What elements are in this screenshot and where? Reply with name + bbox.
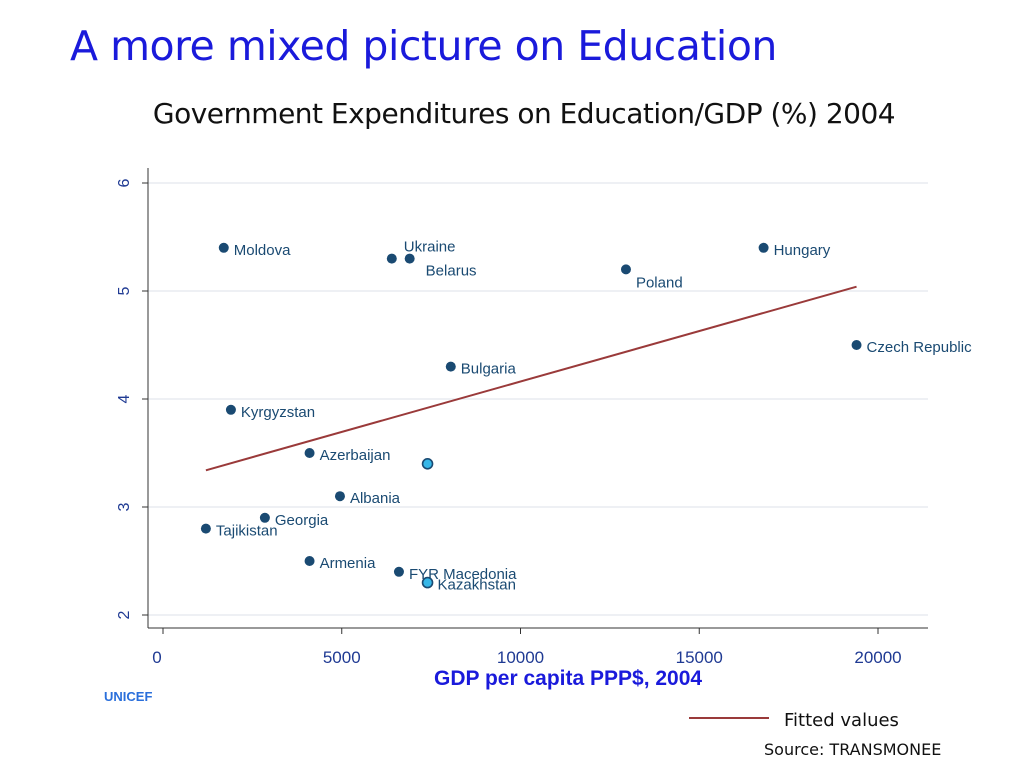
x-tick-label-15000: 15000 [676, 648, 723, 667]
point-label-bulgaria: Bulgaria [461, 361, 517, 378]
legend-line-swatch [689, 717, 769, 719]
point-label-albania: Albania [350, 490, 401, 507]
fitted-values-line [205, 285, 857, 472]
data-point-belarus [404, 253, 415, 264]
point-label-armenia: Armenia [320, 555, 377, 572]
point-label-belarus: Belarus [426, 263, 477, 280]
y-tick-label-6: 6 [116, 178, 133, 187]
data-point-fyr-macedonia [393, 566, 404, 577]
point-label-kyrgyzstan: Kyrgyzstan [241, 404, 315, 421]
data-point-kyrgyzstan [225, 404, 236, 415]
point-label-azerbaijan: Azerbaijan [320, 447, 391, 464]
source-note: Source: TRANSMONEE [764, 740, 942, 759]
point-label-fyr-macedonia: FYR Macedonia [409, 566, 517, 583]
y-tick-label-5: 5 [116, 286, 133, 295]
point-label-hungary: Hungary [774, 242, 831, 259]
x-tick-label-10000: 10000 [497, 648, 544, 667]
y-tick-label-3: 3 [116, 502, 133, 511]
grid-lines [148, 182, 928, 616]
y-tick-label-2: 2 [116, 610, 133, 619]
point-label-kazakhstan: Kazakhstan [438, 577, 516, 594]
data-point-ukraine [386, 253, 397, 264]
data-points [200, 242, 862, 589]
unicef-label: UNICEF [104, 689, 153, 704]
data-point-poland [620, 264, 631, 275]
x-axis-label: GDP per capita PPP$, 2004 [434, 667, 703, 690]
data-point-azerbaijan [304, 448, 315, 458]
data-point-armenia [304, 556, 315, 566]
data-point-bulgaria [445, 361, 456, 372]
data-point-czech-republic [851, 340, 862, 350]
data-point-moldova [218, 242, 229, 253]
point-label-ukraine: Ukraine [404, 239, 456, 256]
chart-title: Government Expenditures on Education/GDP… [152, 97, 896, 130]
legend-fitted-values: Fitted values [784, 710, 899, 731]
x-tick-label-0: 0 [152, 648, 161, 667]
point-labels: Moldova Ukraine Belarus Poland Hungary Czech … [216, 239, 972, 594]
data-point-georgia [259, 512, 270, 523]
point-label-georgia: Georgia [275, 512, 329, 529]
data-point-hungary [758, 242, 769, 253]
data-point-kazakhstan [421, 576, 434, 589]
x-tick-label-20000: 20000 [854, 648, 901, 667]
fitted-line-layer [205, 285, 857, 472]
point-label-czech-republic: Czech Republic [867, 339, 973, 356]
point-label-tajikistan: Tajikistan [216, 523, 278, 540]
point-label-poland: Poland [636, 274, 683, 291]
data-point-tajikistan [200, 523, 211, 534]
data-point-unlabeled [421, 457, 434, 470]
x-tick-label-5000: 5000 [323, 648, 361, 667]
chart-axes: 2 3 4 5 6 0 5000 10000 15000 20000 [116, 168, 928, 667]
point-label-moldova: Moldova [234, 242, 291, 259]
data-point-albania [334, 491, 345, 502]
slide-title: A more mixed picture on Education [70, 22, 777, 70]
y-tick-label-4: 4 [116, 394, 133, 403]
